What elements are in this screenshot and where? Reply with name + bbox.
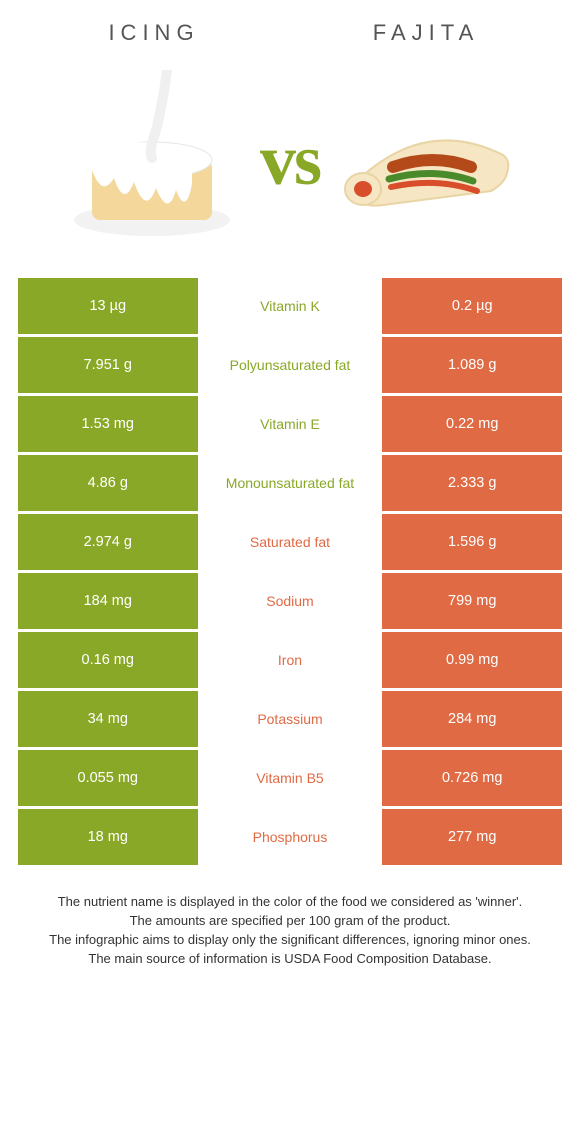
footer-line: The main source of information is USDA F…: [26, 950, 554, 969]
footer-line: The infographic aims to display only the…: [26, 931, 554, 950]
table-row: 7.951 gPolyunsaturated fat1.089 g: [18, 337, 562, 393]
right-value: 277 mg: [382, 809, 562, 865]
right-value: 1.089 g: [382, 337, 562, 393]
right-food-image: [328, 70, 528, 250]
right-value: 799 mg: [382, 573, 562, 629]
right-value: 1.596 g: [382, 514, 562, 570]
nutrient-label: Vitamin B5: [198, 750, 383, 806]
left-value: 7.951 g: [18, 337, 198, 393]
table-row: 184 mgSodium799 mg: [18, 573, 562, 629]
table-row: 4.86 gMonounsaturated fat2.333 g: [18, 455, 562, 511]
table-row: 13 µgVitamin K0.2 µg: [18, 278, 562, 334]
left-value: 34 mg: [18, 691, 198, 747]
left-value: 1.53 mg: [18, 396, 198, 452]
table-row: 0.055 mgVitamin B50.726 mg: [18, 750, 562, 806]
table-row: 0.16 mgIron0.99 mg: [18, 632, 562, 688]
nutrient-label: Polyunsaturated fat: [198, 337, 383, 393]
nutrient-label: Phosphorus: [198, 809, 383, 865]
left-value: 4.86 g: [18, 455, 198, 511]
footer-line: The nutrient name is displayed in the co…: [26, 893, 554, 912]
icing-icon: [52, 70, 252, 250]
left-value: 13 µg: [18, 278, 198, 334]
fajita-icon: [333, 95, 523, 225]
right-value: 0.726 mg: [382, 750, 562, 806]
titles-row: Icing Fajita: [18, 20, 562, 46]
left-value: 0.055 mg: [18, 750, 198, 806]
right-value: 0.2 µg: [382, 278, 562, 334]
nutrient-label: Monounsaturated fat: [198, 455, 383, 511]
table-row: 2.974 gSaturated fat1.596 g: [18, 514, 562, 570]
nutrient-label: Saturated fat: [198, 514, 383, 570]
comparison-infographic: Icing Fajita vs: [0, 0, 580, 986]
footer-line: The amounts are specified per 100 gram o…: [26, 912, 554, 931]
right-food-title: Fajita: [290, 20, 562, 46]
right-value: 284 mg: [382, 691, 562, 747]
nutrient-label: Iron: [198, 632, 383, 688]
nutrient-label: Vitamin K: [198, 278, 383, 334]
table-row: 34 mgPotassium284 mg: [18, 691, 562, 747]
nutrient-label: Sodium: [198, 573, 383, 629]
images-row: vs: [18, 60, 562, 260]
left-value: 184 mg: [18, 573, 198, 629]
nutrient-label: Potassium: [198, 691, 383, 747]
left-value: 2.974 g: [18, 514, 198, 570]
table-row: 18 mgPhosphorus277 mg: [18, 809, 562, 865]
nutrient-table: 13 µgVitamin K0.2 µg7.951 gPolyunsaturat…: [18, 278, 562, 865]
footer-notes: The nutrient name is displayed in the co…: [18, 893, 562, 968]
left-food-image: [52, 70, 252, 250]
left-value: 18 mg: [18, 809, 198, 865]
right-value: 0.99 mg: [382, 632, 562, 688]
left-value: 0.16 mg: [18, 632, 198, 688]
right-value: 0.22 mg: [382, 396, 562, 452]
right-value: 2.333 g: [382, 455, 562, 511]
vs-label: vs: [260, 119, 320, 202]
left-food-title: Icing: [18, 20, 290, 46]
nutrient-label: Vitamin E: [198, 396, 383, 452]
table-row: 1.53 mgVitamin E0.22 mg: [18, 396, 562, 452]
